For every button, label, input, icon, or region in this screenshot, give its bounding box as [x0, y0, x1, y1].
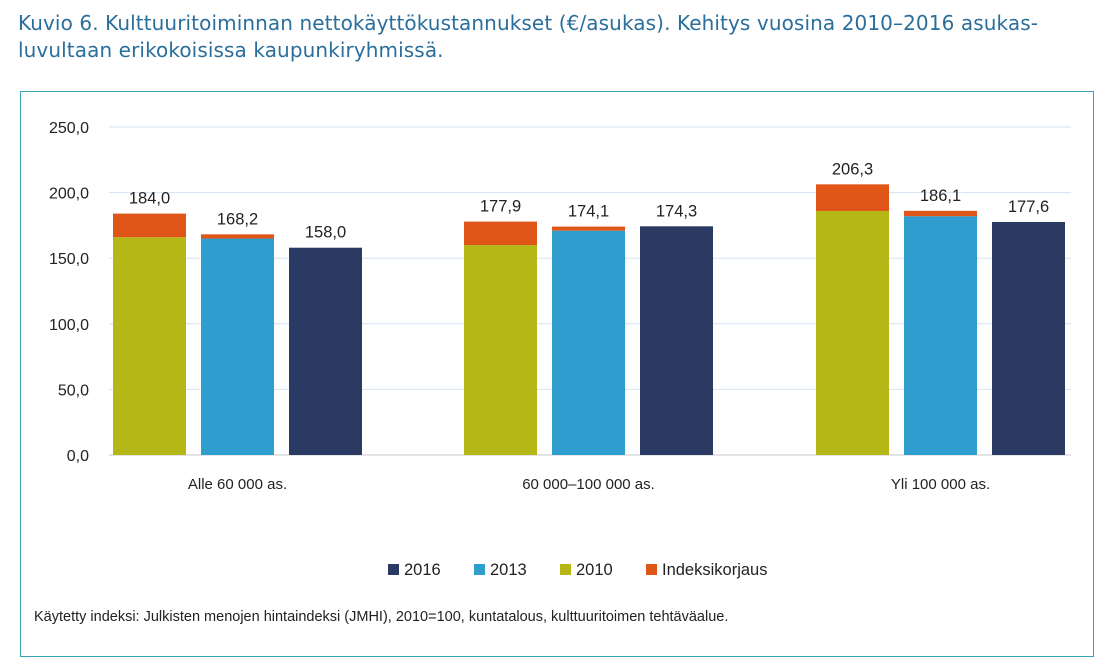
- bar-2016: [640, 226, 713, 455]
- y-tick-label: 100,0: [49, 317, 89, 334]
- bar-index-correction: [552, 226, 625, 231]
- bars: [113, 184, 1065, 455]
- legend: 2016 2013 2010 Indeksikorjaus: [388, 561, 767, 579]
- data-label: 184,0: [129, 190, 170, 208]
- data-label: 177,9: [480, 198, 521, 216]
- y-tick-label: 200,0: [49, 186, 89, 203]
- bar-2016: [992, 221, 1065, 455]
- bar-2010: [816, 210, 889, 455]
- legend-label: 2016: [404, 561, 441, 579]
- y-tick-label: 250,0: [49, 120, 89, 137]
- figure-title: Kuvio 6. Kulttuuritoiminnan nettokäyttök…: [18, 11, 1039, 62]
- bar-index-correction: [113, 213, 186, 238]
- legend-label: 2013: [490, 561, 527, 579]
- category-label: Yli 100 000 as.: [891, 476, 990, 493]
- bar-index-correction: [816, 184, 889, 211]
- data-label: 206,3: [832, 160, 873, 178]
- data-labels: 184,0 168,2 158,0 177,9 174,1 174,3 206,3 186,1…: [129, 160, 1049, 241]
- category-label: 60 000–100 000 as.: [522, 476, 655, 493]
- legend-label: Indeksikorjaus: [662, 561, 767, 579]
- bar-index-correction: [201, 234, 274, 239]
- legend-swatch: [388, 564, 399, 575]
- data-label: 186,1: [920, 187, 961, 205]
- bar-2010: [464, 245, 537, 455]
- y-axis-tick-labels: 0,0 50,0 100,0 150,0 200,0 250,0: [49, 120, 89, 465]
- bar-2016: [289, 247, 362, 455]
- bar-2013: [552, 230, 625, 455]
- legend-label: 2010: [576, 561, 613, 579]
- data-label: 158,0: [305, 224, 346, 242]
- bar-chart: 0,0 50,0 100,0 150,0 200,0 250,0 184,0 168,2 15…: [49, 120, 1071, 579]
- bar-index-correction: [464, 221, 537, 246]
- data-label: 177,6: [1008, 198, 1049, 216]
- chart-frame: 0,0 50,0 100,0 150,0 200,0 250,0 184,0 168,2 15…: [20, 91, 1094, 657]
- bar-2013: [904, 216, 977, 455]
- bar-2010: [113, 237, 186, 455]
- category-labels: Alle 60 000 as. 60 000–100 000 as. Yli 100…: [188, 476, 990, 493]
- footnote: Käytetty indeksi: Julkisten menojen hint…: [34, 609, 729, 625]
- bar-index-correction: [904, 210, 977, 217]
- category-label: Alle 60 000 as.: [188, 476, 287, 493]
- y-tick-label: 150,0: [49, 251, 89, 268]
- y-tick-label: 0,0: [67, 448, 89, 465]
- legend-swatch: [560, 564, 571, 575]
- y-tick-label: 50,0: [58, 382, 89, 399]
- data-label: 174,1: [568, 203, 609, 221]
- legend-swatch: [646, 564, 657, 575]
- data-label: 168,2: [217, 210, 258, 228]
- legend-swatch: [474, 564, 485, 575]
- bar-2013: [201, 238, 274, 455]
- data-label: 174,3: [656, 202, 697, 220]
